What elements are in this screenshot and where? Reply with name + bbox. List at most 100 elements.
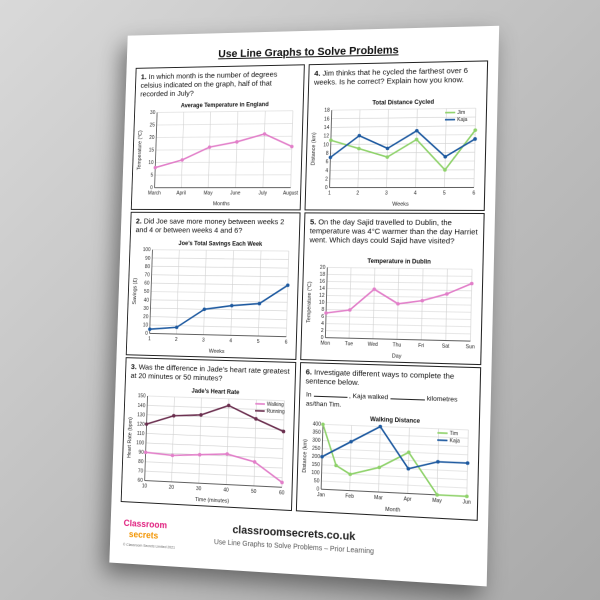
x-axis-label: Weeks	[392, 201, 409, 207]
chart-svg: Walking Distance 050100150200250300350 400…	[299, 411, 477, 517]
x-tick-label: 3	[202, 337, 205, 343]
y-tick-label: 12	[319, 293, 325, 299]
line-chart-temperature-england: Average Temperature in England 0 5 10 15 20 25…	[134, 99, 301, 208]
gridline	[152, 266, 288, 268]
gridline	[151, 291, 287, 293]
y-tick-label: 60	[144, 281, 150, 287]
x-axis	[325, 338, 470, 341]
question-number: 4.	[314, 69, 320, 78]
worksheet-title: Use Line Graphs to Solve Problems	[127, 42, 499, 62]
chart-title: Walking Distance	[370, 417, 421, 425]
gridline	[327, 274, 472, 276]
x-tick-label: 50	[251, 489, 257, 496]
y-tick-label: 80	[145, 264, 151, 270]
y-tick-label: 60	[137, 478, 143, 484]
y-tick-label: 90	[145, 256, 151, 262]
y-tick-label: 150	[138, 393, 146, 399]
chart-title: Average Temperature in England	[181, 102, 270, 109]
x-tick-label: Tue	[345, 341, 354, 347]
x-tick-label: 2	[356, 190, 359, 196]
data-point	[154, 166, 157, 169]
gridline	[146, 434, 283, 440]
question-text: Investigate different ways to complete t…	[305, 368, 454, 388]
line-chart-temperature-dublin: Temperature in Dublin 0 2 4 6 8 10 12 14 16 18 20 Mo…	[303, 255, 480, 362]
data-point	[466, 461, 470, 465]
y-tick-label: 10	[148, 160, 154, 166]
blank-line	[313, 390, 347, 398]
gridline	[147, 424, 284, 429]
gridline	[331, 135, 475, 136]
legend-label: Running	[267, 409, 286, 416]
gridline	[151, 283, 287, 285]
y-tick-label: 100	[311, 470, 320, 477]
x-axis-label: Day	[392, 353, 402, 360]
chart-svg: Total Distance Cycled0246810121416181 2 3 4…	[308, 96, 485, 208]
line-chart-walking-distance: Walking Distance 0 50 100 150 200 250 300 350 400…	[299, 411, 477, 517]
y-tick-label: 120	[137, 421, 145, 427]
gridline	[152, 258, 288, 260]
x-tick-label: Apr	[404, 496, 412, 503]
y-tick-label: 10	[319, 300, 325, 306]
chart-title: Temperature in Dublin	[367, 259, 431, 266]
gridline	[156, 149, 292, 150]
gridline	[327, 281, 472, 283]
line-chart-distance-cycled: Total Distance Cycled 0 2 4 6 8 10 12 14 16 18 1 2 3 4…	[308, 96, 485, 208]
x-tick-label: 2	[175, 337, 178, 343]
x-tick-label: Sat	[442, 343, 451, 350]
y-tick-label: 100	[143, 247, 151, 253]
gridline	[157, 123, 293, 125]
y-tick-label: 70	[145, 272, 151, 278]
gridline	[331, 117, 475, 119]
y-tick-label: 6	[321, 314, 324, 320]
y-tick-label: 0	[145, 331, 148, 337]
y-tick-label: 70	[138, 468, 144, 474]
gridline	[326, 324, 471, 327]
y-tick-label: 50	[314, 478, 320, 485]
y-tick-label: 6	[326, 159, 329, 165]
x-tick-label: July	[258, 190, 267, 196]
line-chart-joe-savings: Joe’s Total Savings Each Week 0 10 20 30 40 50…	[129, 238, 297, 357]
y-tick-label: 15	[149, 148, 155, 154]
sentence-part: kilometres	[427, 395, 458, 403]
question-panel-1: 1. In which month is the number of degre…	[131, 64, 305, 210]
gridline	[330, 161, 474, 162]
y-tick-label: 14	[319, 286, 325, 292]
chart-svg: Joe’s Total Savings Each Week01020304050…	[129, 238, 297, 357]
data-point	[473, 128, 477, 132]
gridline	[323, 424, 468, 430]
y-tick-label: 110	[137, 431, 145, 437]
data-point	[199, 413, 203, 417]
data-point	[420, 299, 424, 303]
x-tick-label: August	[283, 190, 299, 196]
data-point	[144, 450, 147, 454]
y-tick-label: 40	[144, 297, 150, 303]
question-number: 1.	[141, 72, 147, 81]
x-tick-label: Jan	[317, 492, 325, 499]
data-point	[385, 155, 389, 159]
line-chart-heart-rate: Jade’s Heart Rate 60 70 80 90 100 110 120 130 140…	[124, 384, 293, 508]
gridline	[157, 111, 293, 113]
y-axis-label: Temperature (°C)	[306, 281, 313, 323]
question-number: 3.	[131, 362, 137, 371]
y-tick-label: 10	[143, 322, 149, 328]
y-axis-label: Distance (km)	[311, 132, 318, 165]
question-text: On the day Sajid travelled to Dublin, th…	[309, 217, 477, 245]
series-line	[322, 424, 469, 471]
data-point	[357, 147, 361, 151]
y-tick-label: 0	[150, 185, 153, 191]
sentence-frame: In , Kaja walked kilometres as/than Tim.	[306, 389, 476, 414]
y-tick-label: 50	[144, 289, 150, 295]
y-axis-label: Distance (km)	[302, 439, 309, 473]
data-point	[235, 140, 239, 144]
chart-title: Total Distance Cycled	[372, 100, 434, 107]
question-panel-6: 6. Investigate different ways to complet…	[296, 362, 481, 521]
question-panel-5: 5. On the day Sajid travelled to Dublin,…	[300, 212, 484, 365]
y-tick-label: 20	[149, 135, 155, 141]
x-tick-label: 30	[196, 486, 202, 492]
x-tick-label: Sun	[466, 344, 476, 351]
gridline	[474, 108, 476, 187]
gridline	[326, 331, 471, 334]
data-point	[324, 311, 328, 315]
x-axis	[150, 333, 287, 336]
data-point	[225, 452, 229, 456]
